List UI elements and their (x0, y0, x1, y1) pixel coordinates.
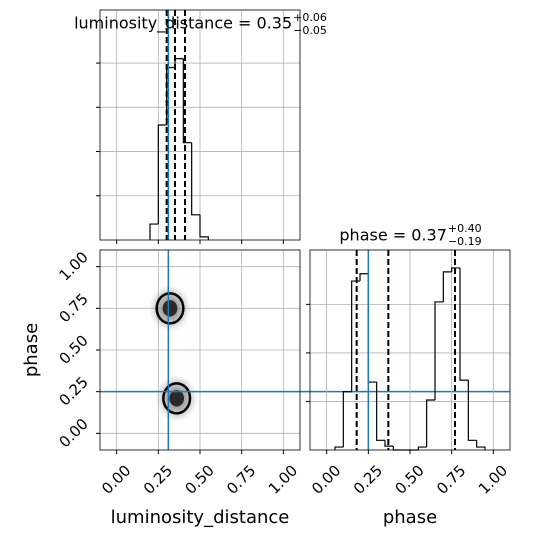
x-tick-label: 0.75 (433, 461, 469, 497)
x-tick-label: 0.75 (223, 461, 259, 497)
histogram-bin (451, 267, 460, 272)
title-superscript: +0.06 (293, 11, 327, 24)
contour (162, 382, 192, 415)
contour (155, 292, 185, 325)
panel-title: phase = 0.37 (339, 226, 446, 245)
histogram-bin (459, 267, 469, 381)
histogram-bin (442, 271, 452, 302)
density-core (162, 300, 178, 317)
histogram-bin (157, 124, 167, 225)
x-tick-label: 1.00 (265, 461, 301, 497)
histogram-bin (392, 446, 402, 451)
y-axis-label: phase (21, 323, 42, 377)
histogram-bin (334, 446, 344, 450)
panel-title: luminosity_distance = 0.35 (74, 14, 292, 34)
x-tick-label: 0.50 (391, 461, 427, 497)
histogram-bin (426, 399, 435, 448)
y-tick-label: 0.25 (55, 373, 91, 409)
y-tick-label: 0.50 (55, 331, 91, 367)
histogram-bin (359, 273, 369, 282)
histogram-bin (434, 301, 444, 400)
x-axis-label: luminosity_distance (111, 507, 290, 528)
histogram-bin (476, 440, 486, 450)
histogram-bin (191, 142, 200, 216)
histogram-bin (467, 380, 477, 441)
histogram-bin (199, 214, 209, 240)
histogram-bin (182, 58, 192, 144)
y-tick-label: 0.00 (55, 415, 91, 451)
title-superscript: +0.40 (448, 222, 482, 235)
histogram-bin (384, 440, 394, 447)
density-core (169, 390, 185, 407)
y-tick-label: 1.00 (55, 248, 91, 284)
x-tick-label: 0.25 (350, 461, 386, 497)
x-tick-label: 0.00 (98, 461, 134, 497)
x-axis-label: phase (383, 507, 437, 528)
x-tick-label: 1.00 (475, 461, 511, 497)
histogram-bin (376, 382, 385, 441)
histogram-bin (367, 273, 377, 383)
y-tick-label: 0.75 (55, 290, 91, 326)
x-tick-label: 0.00 (308, 461, 344, 497)
axes-frame (309, 249, 511, 451)
x-tick-label: 0.50 (181, 461, 217, 497)
histogram-bin (149, 223, 159, 240)
histogram-bin (342, 391, 352, 448)
x-tick-label: 0.25 (140, 461, 176, 497)
title-subscript: −0.05 (293, 24, 327, 37)
axes-frame (99, 9, 301, 241)
title-subscript: −0.19 (448, 235, 482, 248)
histogram-bin (417, 446, 427, 450)
axes-frame (99, 249, 301, 451)
